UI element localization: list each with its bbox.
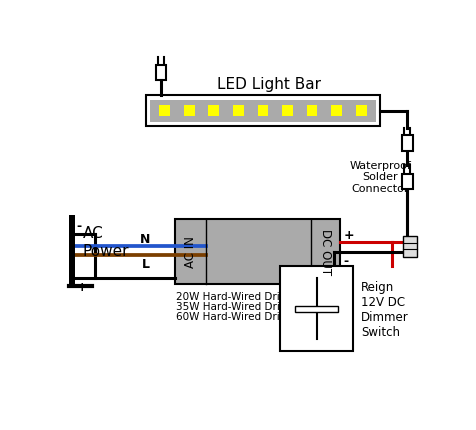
- Bar: [402, 236, 416, 258]
- Bar: [257, 106, 268, 117]
- Text: -: -: [343, 255, 348, 267]
- Bar: [280, 267, 353, 351]
- Bar: [281, 106, 292, 117]
- Bar: [401, 175, 412, 190]
- Text: Reign
12V DC
Dimmer
Switch: Reign 12V DC Dimmer Switch: [360, 280, 408, 338]
- Text: -: -: [76, 219, 81, 232]
- Text: LED Light Bar: LED Light Bar: [216, 77, 320, 91]
- Bar: [159, 106, 170, 117]
- Bar: [401, 136, 412, 151]
- Text: Waterproof
Solder
Connector: Waterproof Solder Connector: [349, 160, 410, 194]
- Bar: [306, 106, 317, 117]
- Text: L: L: [141, 258, 149, 270]
- Bar: [150, 101, 375, 122]
- Bar: [155, 65, 166, 81]
- Text: +: +: [343, 228, 353, 241]
- Bar: [355, 106, 366, 117]
- Text: AC
Power: AC Power: [82, 226, 129, 258]
- Bar: [208, 106, 219, 117]
- Bar: [174, 219, 339, 284]
- Text: 35W Hard-Wired Driver: 35W Hard-Wired Driver: [176, 302, 297, 312]
- Text: DC OUT: DC OUT: [318, 229, 331, 275]
- Text: +: +: [76, 280, 87, 294]
- Text: 20W Hard-Wired Driver: 20W Hard-Wired Driver: [176, 292, 297, 302]
- Text: N: N: [140, 232, 150, 245]
- Text: 60W Hard-Wired Driver: 60W Hard-Wired Driver: [176, 312, 297, 322]
- Bar: [295, 306, 337, 312]
- Bar: [232, 106, 243, 117]
- Bar: [145, 96, 379, 127]
- Bar: [184, 106, 194, 117]
- Bar: [69, 215, 75, 286]
- Bar: [330, 106, 341, 117]
- Text: AC IN: AC IN: [183, 236, 196, 267]
